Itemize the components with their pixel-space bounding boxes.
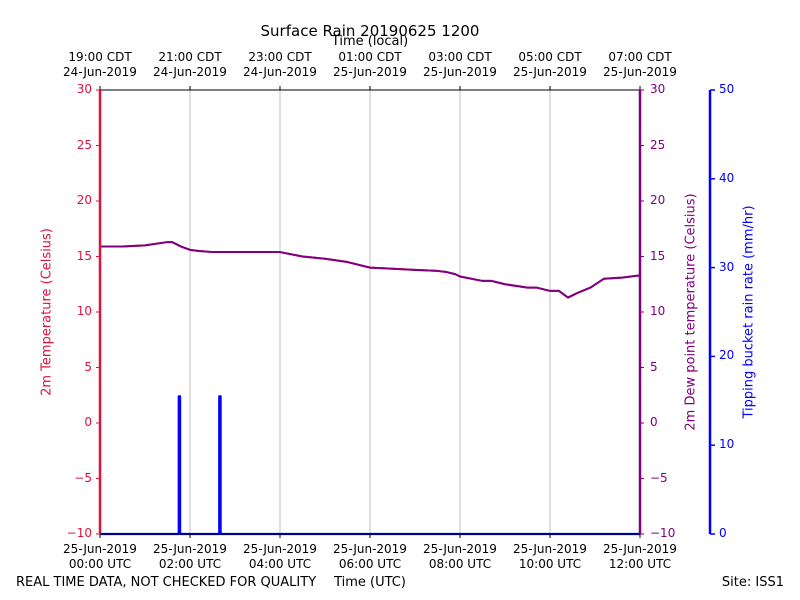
top-tick-label-time: 21:00 CDT <box>158 50 222 64</box>
tick-marks <box>96 86 715 538</box>
y-left-tick-label: 10 <box>76 304 92 318</box>
y-left-tick-label: 20 <box>76 193 92 207</box>
bottom-tick-label-time: 02:00 UTC <box>158 557 222 571</box>
y-right1-tick-label: 10 <box>650 304 666 318</box>
y-right2-tick-label: 0 <box>719 526 727 540</box>
top-tick-label-time: 05:00 CDT <box>518 50 582 64</box>
bottom-tick-label-time: 08:00 UTC <box>428 557 492 571</box>
bottom-tick-label-date: 25-Jun-2019 <box>603 542 677 556</box>
y-right1-tick-label: 5 <box>650 359 658 374</box>
top-tick-label-date: 25-Jun-2019 <box>603 65 677 79</box>
y-right1-tick-label: 15 <box>650 248 666 263</box>
bottom-tick-label-date: 25-Jun-2019 <box>63 542 137 556</box>
bottom-tick-label-date: 25-Jun-2019 <box>423 542 497 556</box>
y-right1-tick-label: 25 <box>650 137 666 152</box>
y-left-tick-label: −10 <box>66 526 92 540</box>
bottom-tick-label-date: 25-Jun-2019 <box>513 542 587 556</box>
bottom-tick-label-time: 00:00 UTC <box>68 557 132 571</box>
y-right2-label: Tipping bucket rain rate (mm/hr) <box>741 205 757 419</box>
top-tick-label-time: 01:00 CDT <box>338 50 402 64</box>
top-tick-label-date: 25-Jun-2019 <box>423 65 497 79</box>
footer-right: Site: ISS1 <box>721 575 784 590</box>
bottom-tick-label-date: 25-Jun-2019 <box>243 542 317 556</box>
bottom-tick-label-time: 10:00 UTC <box>518 557 582 571</box>
y-right2-tick-label: 20 <box>719 348 735 363</box>
bottom-tick-label-time: 06:00 UTC <box>338 557 402 571</box>
top-tick-label-time: 19:00 CDT <box>68 50 132 64</box>
top-tick-label-date: 25-Jun-2019 <box>513 65 587 79</box>
top-tick-label-time: 03:00 CDT <box>428 50 492 64</box>
y-left-tick-label: 15 <box>76 248 92 263</box>
y-left-tick-label: 5 <box>84 359 92 374</box>
bottom-tick-label-date: 25-Jun-2019 <box>153 542 227 556</box>
y-right2-tick-label: 50 <box>719 82 735 96</box>
y-left-tick-label: 25 <box>76 137 92 152</box>
chart-title: Surface Rain 20190625 1200 <box>260 22 480 40</box>
y-left-tick-label: 30 <box>76 82 92 96</box>
y-right2-tick-label: 30 <box>719 259 735 274</box>
y-right1-tick-label: −10 <box>650 526 676 540</box>
top-tick-label-time: 23:00 CDT <box>248 50 312 64</box>
top-tick-label-time: 07:00 CDT <box>608 50 672 64</box>
y-right2-tick-label: 10 <box>719 437 735 452</box>
y-right1-tick-label: 0 <box>650 415 658 429</box>
top-tick-label-date: 24-Jun-2019 <box>153 65 227 79</box>
y-right2-tick-label: 40 <box>719 170 735 185</box>
grid-lines <box>189 90 551 534</box>
series-line-2m-dew-point-temperature <box>100 241 641 299</box>
axes <box>98 89 712 535</box>
top-tick-label-date: 24-Jun-2019 <box>63 65 137 79</box>
footer-left: REAL TIME DATA, NOT CHECKED FOR QUALITY <box>16 575 317 590</box>
bottom-tick-label-time: 04:00 UTC <box>248 557 312 571</box>
y-left-tick-label: −5 <box>74 470 92 485</box>
y-right1-tick-label: 30 <box>650 82 666 96</box>
bottom-tick-label-date: 25-Jun-2019 <box>333 542 407 556</box>
top-axis-label: Time (local) <box>331 34 409 49</box>
y-right1-label: 2m Dew point temperature (Celsius) <box>683 193 699 431</box>
y-right1-tick-label: 20 <box>650 193 666 207</box>
y-right1-tick-label: −5 <box>650 470 668 485</box>
y-left-tick-label: 0 <box>84 415 92 429</box>
top-tick-label-date: 24-Jun-2019 <box>243 65 317 79</box>
bottom-tick-label-time: 12:00 UTC <box>608 557 672 571</box>
x-axis-label: Time (UTC) <box>334 575 406 590</box>
top-tick-label-date: 25-Jun-2019 <box>333 65 407 79</box>
